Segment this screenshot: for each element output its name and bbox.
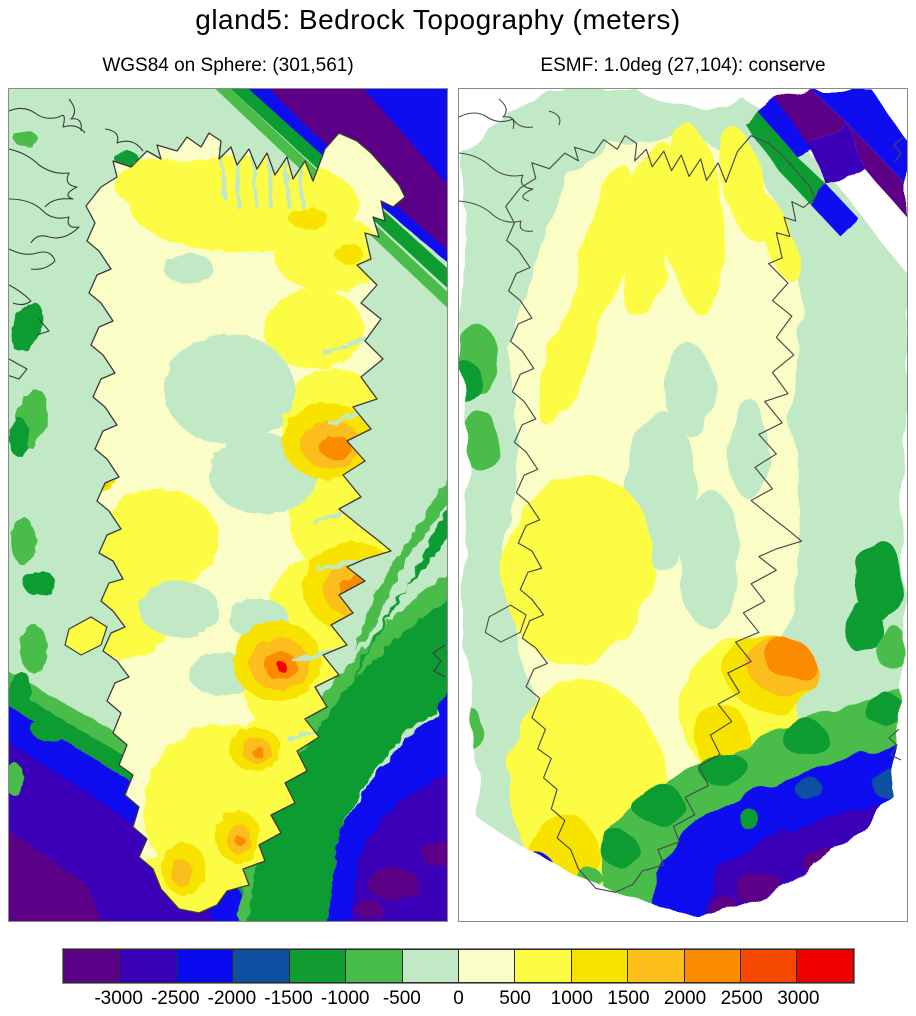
colorbar-tick-1000: 1000 [550, 988, 593, 1009]
coastline-canada-left [9, 98, 144, 380]
colorbar-cell-7 [401, 949, 459, 983]
disko-island-right [484, 604, 527, 643]
coastline-canada-right [459, 98, 561, 232]
northeast-deep-blobs [746, 89, 907, 235]
colorbar-cell-3 [175, 949, 234, 983]
coastline-greenland-right [505, 135, 816, 893]
deep-ocean-regions-left [9, 89, 447, 921]
colorbar-cell-12 [683, 949, 742, 983]
chart-title: gland5: Bedrock Topography (meters) [195, 4, 681, 35]
map-panel-regridded [458, 88, 908, 922]
colorbar-cell-8 [457, 949, 516, 983]
colorbar-cell-2 [119, 949, 177, 983]
colorbar-tick-labels: -3000 -2500 -2000 -1500 -1000 -500 0 500 1000 150… [62, 988, 855, 1012]
colorbar-cell-1 [63, 949, 121, 983]
coastline-greenland-left [85, 132, 406, 914]
colorbar-cell-5 [288, 949, 347, 983]
right-panel-subtitle: ESMF: 1.0deg (27,104): conserve [540, 55, 826, 76]
colorbar-tick-3000: 3000 [777, 988, 820, 1009]
colorbar-tick--1000: -1000 [320, 988, 370, 1009]
coastline-iceland-right [888, 136, 904, 761]
coastline-iceland-left [432, 644, 446, 678]
colorbar-tick-1500: 1500 [607, 988, 650, 1009]
colorbar-cell-14 [796, 949, 854, 983]
colorbar-tick--2500: -2500 [150, 988, 200, 1009]
colorbar-cell-4 [232, 949, 290, 983]
colorbar-tick--1500: -1500 [264, 988, 313, 1009]
map-left-svg [9, 89, 447, 921]
colorbar-cell-13 [740, 949, 798, 983]
map-panel-source-grid [8, 88, 448, 922]
left-panel-subtitle: WGS84 on Sphere: (301,561) [102, 55, 354, 76]
colorbar [62, 948, 855, 984]
colorbar-cell-10 [570, 949, 629, 983]
colorbar-tick-2500: 2500 [720, 988, 763, 1009]
map-right-svg [459, 89, 907, 921]
colorbar-tick--3000: -3000 [94, 988, 143, 1009]
colorbar-cell-9 [514, 949, 572, 983]
colorbar-tick--2000: -2000 [207, 988, 257, 1009]
colorbar-cell-11 [627, 949, 685, 983]
colorbar-tick-2000: 2000 [663, 988, 707, 1009]
colorbar-tick--500: -500 [382, 988, 421, 1009]
disko-island-left [64, 616, 108, 656]
colorbar-tick-0: 0 [453, 988, 464, 1009]
colorbar-tick-500: 500 [499, 988, 531, 1009]
colorbar-cell-6 [345, 949, 403, 983]
